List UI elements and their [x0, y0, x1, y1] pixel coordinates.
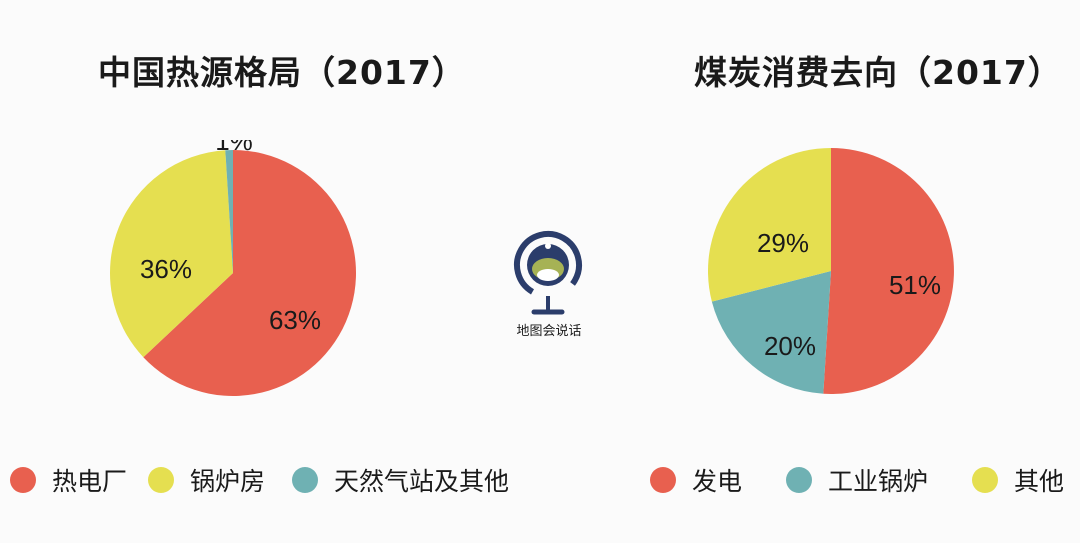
legend-label: 锅炉房 — [190, 467, 266, 496]
legend-label: 工业锅炉 — [828, 467, 929, 496]
legend-swatch — [650, 467, 676, 493]
pie-slice-2 — [225, 150, 233, 273]
legend-item-other: 其他 — [972, 462, 1064, 498]
legend-item-thermal-plant: 热电厂 — [10, 462, 127, 498]
pie-chart-coal-consumption: 51% 20% 29% — [707, 148, 954, 394]
legend-item-industrial-boiler: 工业锅炉 — [786, 462, 928, 498]
legend-swatch — [148, 467, 174, 493]
legend-swatch — [292, 467, 318, 493]
legend-item-boiler-room: 锅炉房 — [148, 462, 265, 498]
slice-data-label: 1% — [215, 140, 253, 156]
legend-item-power-generation: 发电 — [650, 462, 742, 498]
legend-label: 其他 — [1014, 467, 1065, 496]
legend-swatch — [786, 467, 812, 493]
logo-caption: 地图会说话 — [516, 324, 582, 339]
globe-logo-icon — [514, 231, 582, 315]
legend-coal-consumption: 发电 工业锅炉 其他 — [650, 462, 1070, 502]
legend-heat-source: 热电厂 锅炉房 天然气站及其他 — [10, 462, 530, 502]
pie-slice-1 — [110, 150, 233, 358]
legend-item-gas-station-other: 天然气站及其他 — [292, 462, 509, 498]
pie-slice-0 — [143, 150, 357, 396]
legend-swatch — [10, 467, 36, 493]
legend-label: 天然气站及其他 — [334, 467, 510, 496]
chart-title-coal-consumption: 煤炭消费去向（2017） — [694, 53, 1062, 92]
slice-data-label: 63% — [269, 305, 321, 335]
pie-chart-heat-source: 63% 36% 1% — [110, 140, 357, 396]
slice-data-label: 51% — [889, 270, 941, 300]
legend-label: 发电 — [692, 467, 743, 496]
slice-data-label: 20% — [764, 331, 816, 361]
slice-data-label: 29% — [757, 228, 809, 258]
pie-slice-0 — [823, 148, 954, 394]
slice-data-label: 36% — [140, 254, 192, 284]
legend-label: 热电厂 — [52, 467, 128, 496]
pie-slice-2 — [707, 148, 831, 302]
pie-slice-1 — [711, 271, 831, 394]
legend-swatch — [972, 467, 998, 493]
chart-title-heat-source: 中国热源格局（2017） — [98, 53, 466, 92]
